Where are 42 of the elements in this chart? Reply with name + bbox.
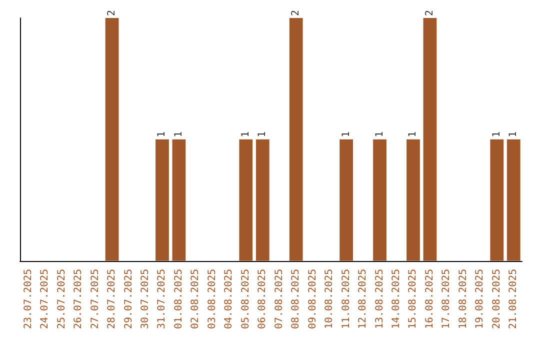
x-tick-label: 27.07.2025	[90, 268, 101, 330]
x-tick-label: 31.07.2025	[156, 268, 168, 330]
x-tick-label: 13.08.2025	[374, 268, 386, 330]
x-tick-label: 21.08.2025	[508, 268, 520, 330]
x-tick-label: 14.08.2025	[391, 268, 402, 330]
data-label: 1	[491, 131, 502, 138]
x-tick-label: 19.08.2025	[474, 268, 486, 330]
data-label: 1	[173, 131, 184, 138]
data-label: 1	[408, 131, 419, 138]
data-label: 1	[240, 131, 252, 138]
x-tick-label: 01.08.2025	[173, 268, 184, 330]
x-tick-label: 09.08.2025	[307, 268, 318, 330]
data-label: 2	[424, 10, 436, 16]
x-tick-label: 07.08.2025	[274, 268, 285, 330]
x-tick-label: 08.08.2025	[290, 268, 302, 330]
x-tick-label: 26.07.2025	[73, 268, 84, 330]
x-tick-label: 11.08.2025	[340, 268, 352, 330]
x-tick-label: 23.07.2025	[22, 268, 34, 330]
x-tick-label: 02.08.2025	[190, 268, 202, 330]
x-tick-label: 28.07.2025	[106, 268, 118, 330]
x-tick-label: 15.08.2025	[408, 268, 419, 330]
x-tick-label: 24.07.2025	[40, 268, 51, 330]
x-tick-label: 30.07.2025	[140, 268, 151, 330]
x-tick-label: 17.08.2025	[441, 268, 452, 330]
data-label: 1	[508, 131, 520, 138]
x-tick-label: 29.07.2025	[123, 268, 134, 330]
x-tick-label: 12.08.2025	[358, 268, 369, 330]
x-tick-label: 10.08.2025	[324, 268, 336, 330]
data-label: 2	[106, 10, 118, 16]
x-tick-label: 03.08.2025	[206, 268, 218, 330]
x-tick-label: 06.08.2025	[257, 268, 268, 330]
x-tick-label: 25.07.2025	[56, 268, 68, 330]
data-label: 1	[257, 131, 268, 138]
data-label: 1	[340, 131, 352, 138]
x-tick-label: 18.08.2025	[458, 268, 469, 330]
x-tick-label: 05.08.2025	[240, 268, 252, 330]
data-label: 2	[290, 10, 302, 16]
x-tick-label: 04.08.2025	[224, 268, 235, 330]
x-tick-label: 20.08.2025	[491, 268, 502, 330]
x-tick-label: 16.08.2025	[424, 268, 436, 330]
data-label: 1	[156, 131, 168, 138]
data-label: 1	[374, 131, 386, 138]
